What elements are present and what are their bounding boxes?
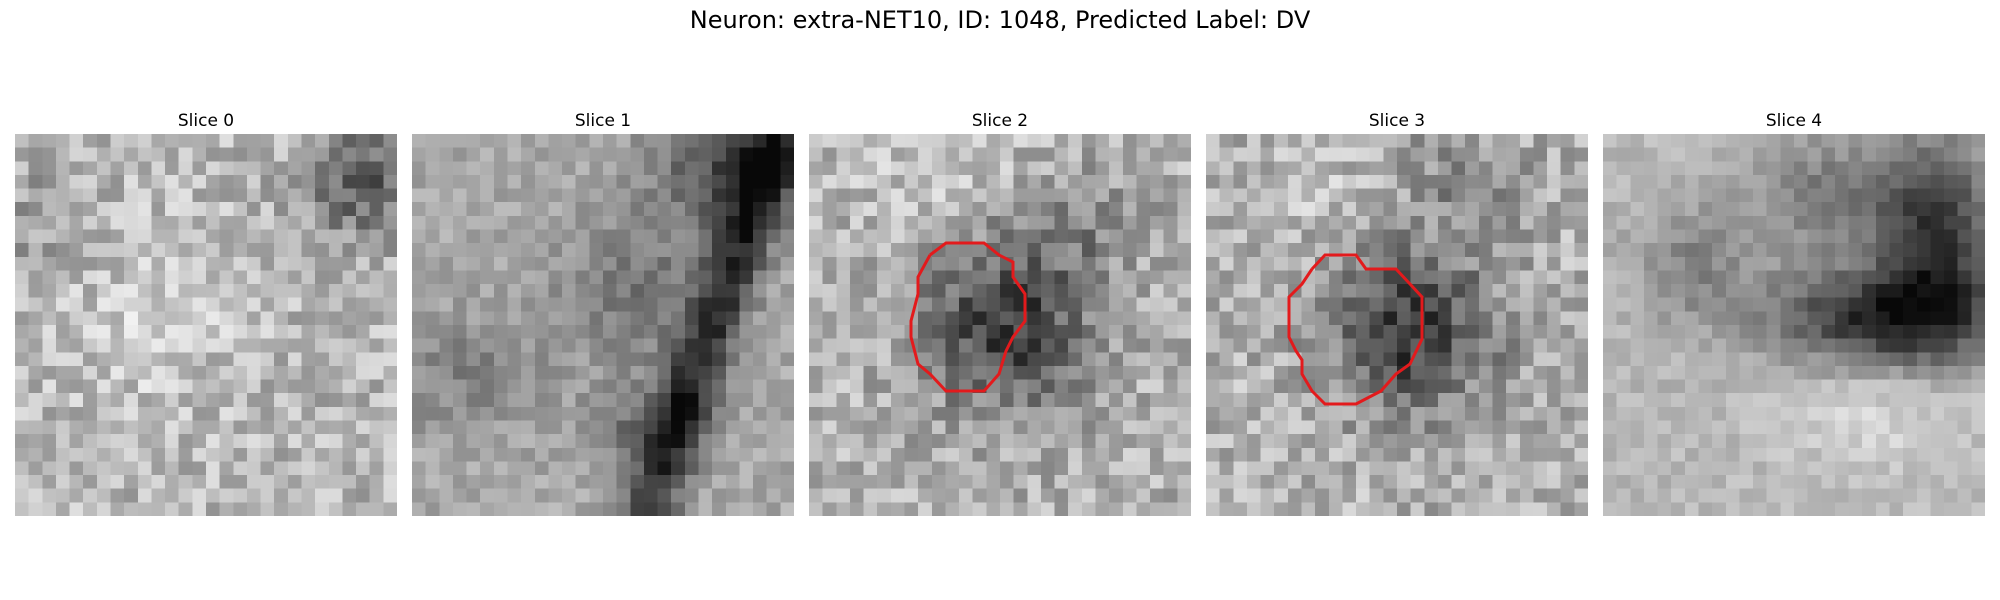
slice-panel-4: Slice 4 [1603,108,1985,516]
slice-title: Slice 3 [1368,111,1426,131]
slice-image [809,134,1191,516]
slice-panel-0: Slice 0 [15,108,397,516]
grayscale-image [1603,134,1985,516]
roi-outline-overlay [909,241,1027,393]
slice-image [412,134,794,516]
slice-panel-1: Slice 1 [412,108,794,516]
slice-panel-2: Slice 2 [809,108,1191,516]
figure-title: Neuron: extra-NET10, ID: 1048, Predicted… [689,6,1311,34]
slice-panel-3: Slice 3 [1206,108,1588,516]
grayscale-image [15,134,397,516]
slice-title: Slice 4 [1765,111,1823,131]
slice-image [15,134,397,516]
slice-image [1603,134,1985,516]
slice-title: Slice 1 [574,111,632,131]
slice-image [1206,134,1588,516]
grayscale-image [1206,134,1588,516]
grayscale-image [809,134,1191,516]
roi-outline-overlay [1287,253,1424,406]
roi-outline [909,241,1027,393]
grayscale-image [412,134,794,516]
roi-outline [1287,253,1424,406]
slice-title: Slice 2 [971,111,1029,131]
slice-title: Slice 0 [177,111,235,131]
